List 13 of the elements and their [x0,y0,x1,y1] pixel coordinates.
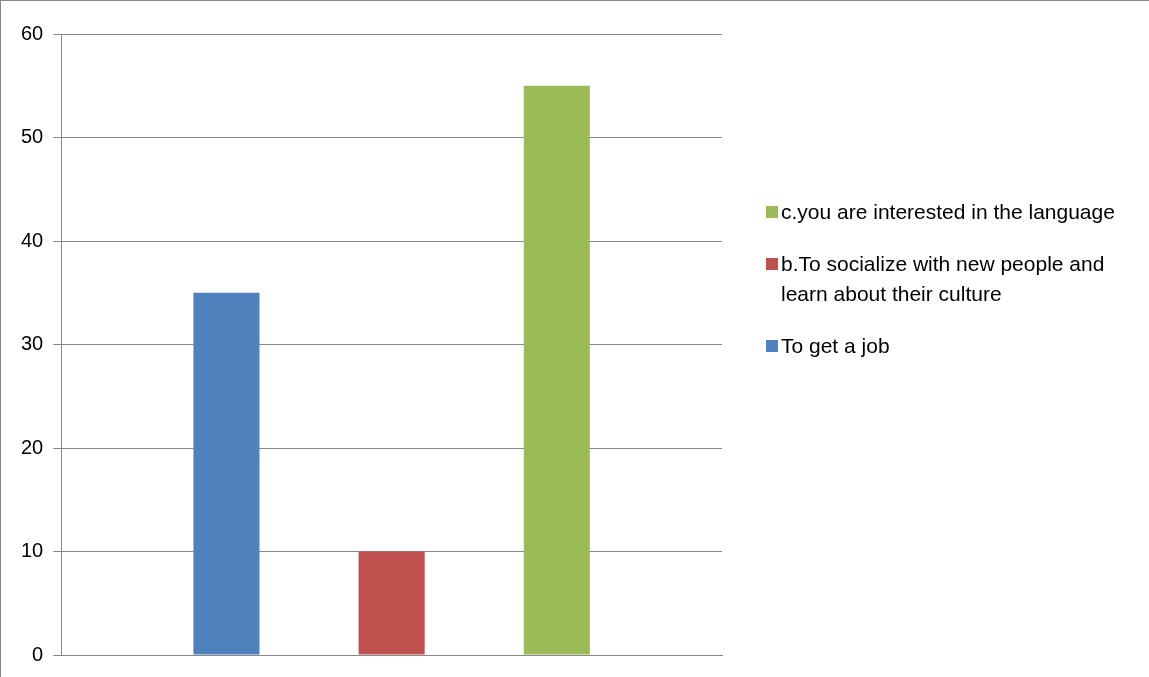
bar [193,292,260,655]
legend-label: To get a job [781,333,890,359]
y-tick-label: 30 [21,332,44,355]
y-tick-label: 50 [21,125,44,148]
y-tick-label: 10 [21,539,44,562]
y-tick-label: 60 [21,21,44,44]
y-tick-label: 40 [21,228,44,251]
y-tick-label: 0 [32,642,44,665]
legend-label: b.To socialize with new people and learn about their culture [781,251,1106,307]
bar [523,85,590,655]
bar [358,551,425,655]
legend-label: c.you are interested in the language [781,199,1115,225]
y-tick-label: 20 [21,435,44,458]
